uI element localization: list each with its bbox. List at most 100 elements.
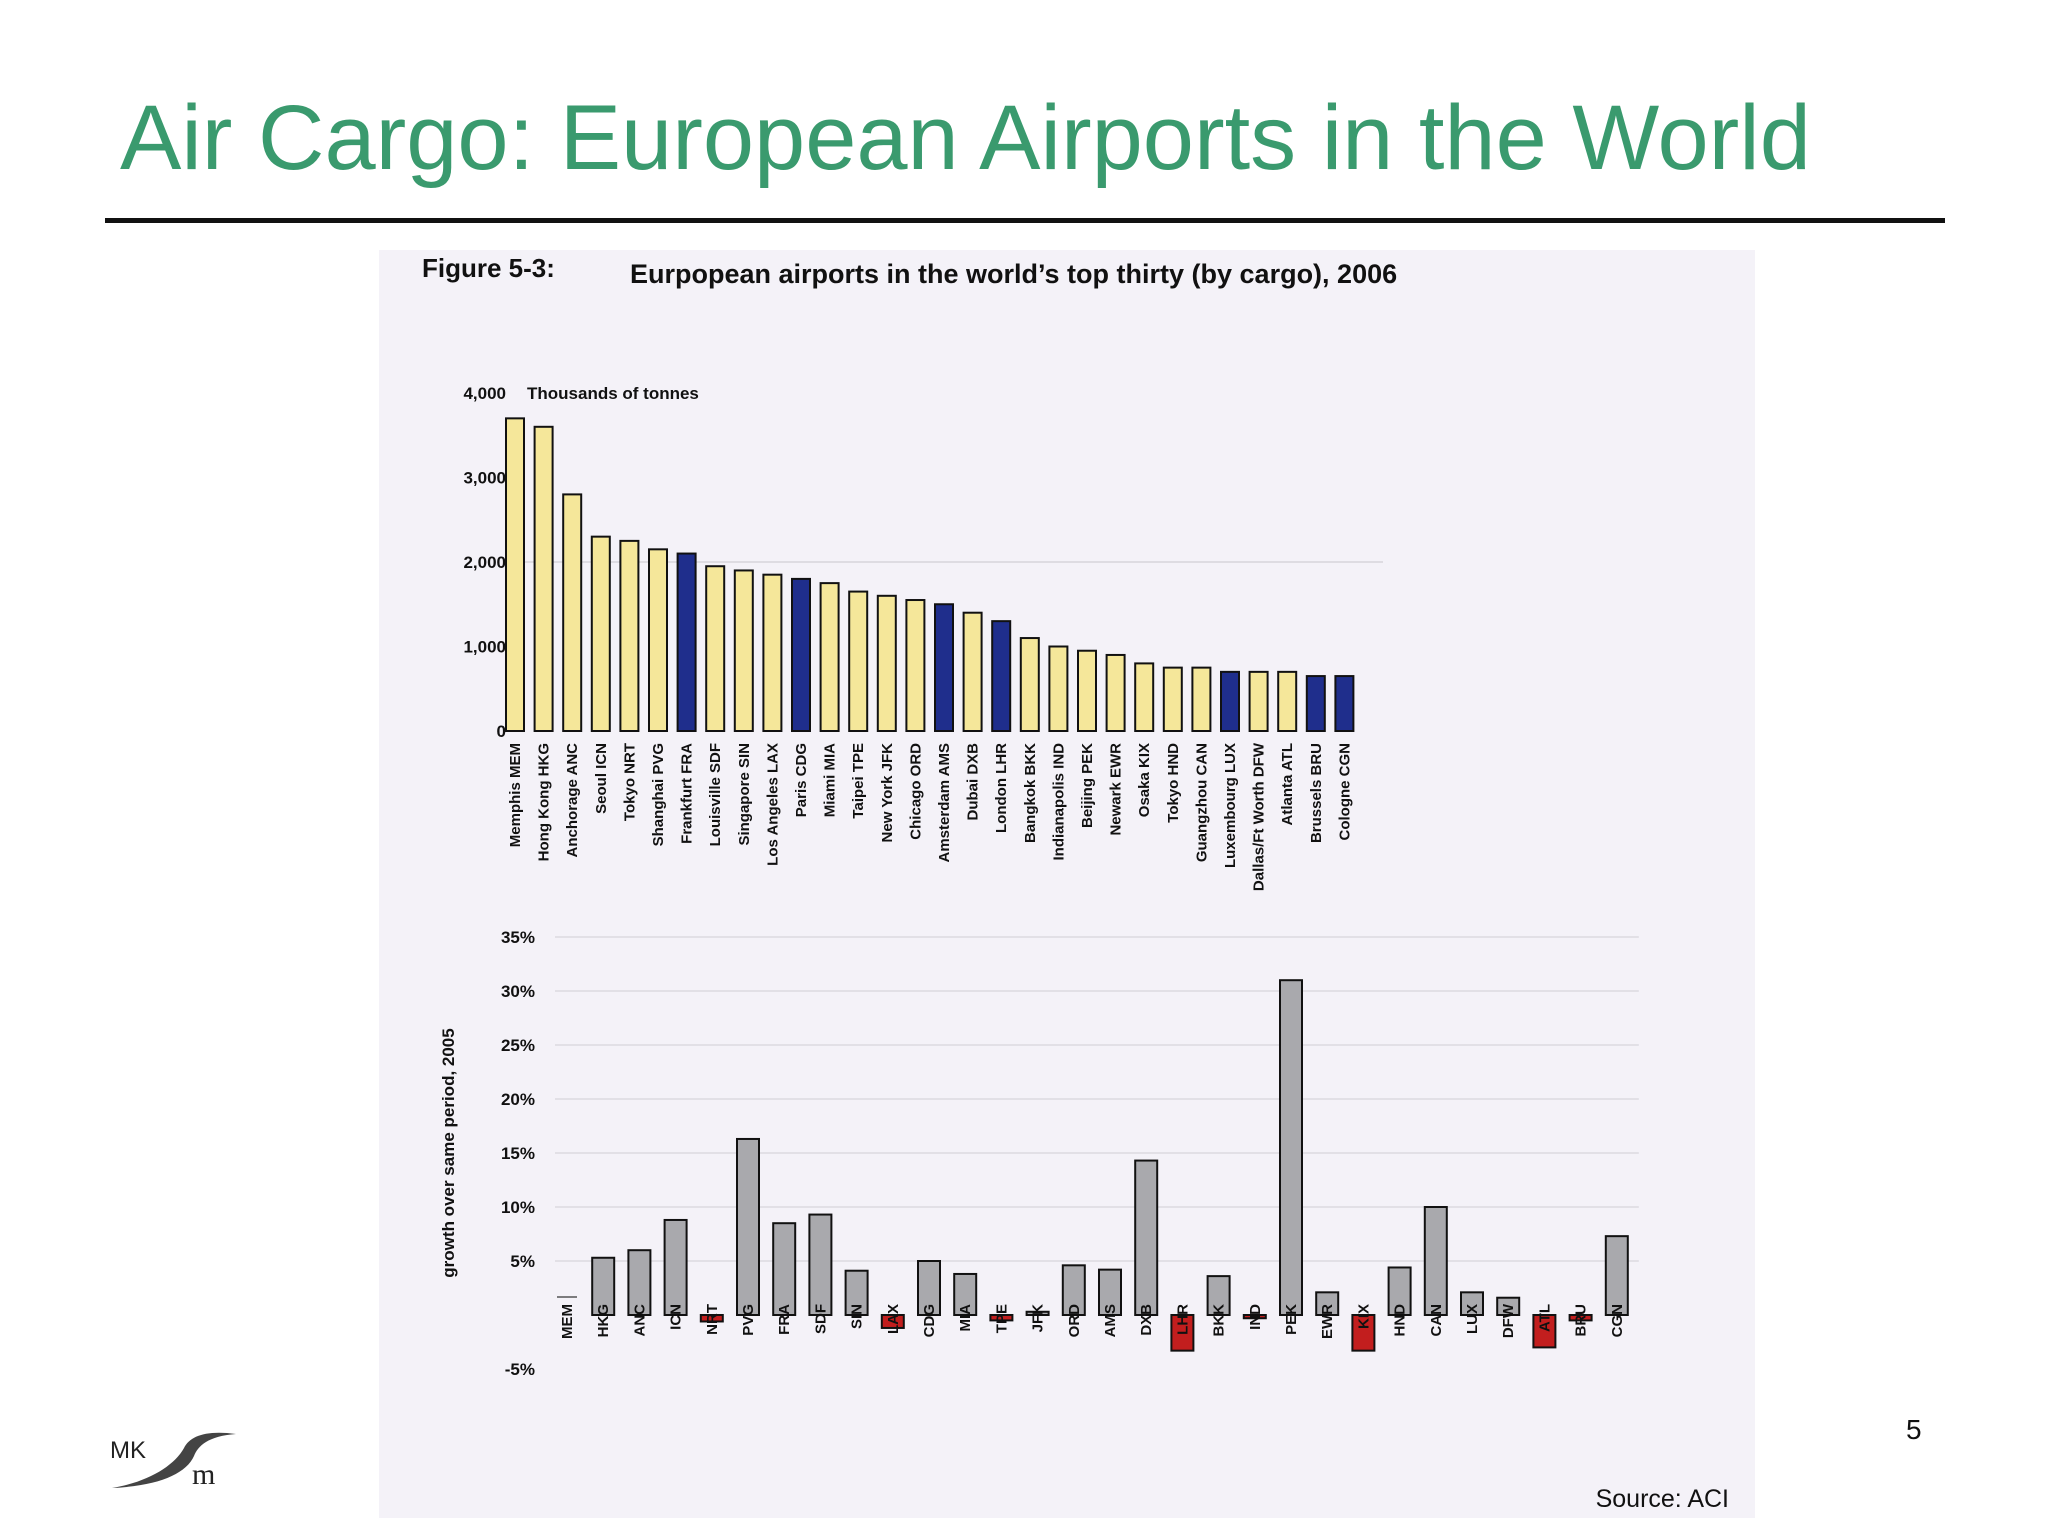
- x-category-label: Singapore SIN: [736, 743, 753, 846]
- y-tick-label: 20%: [501, 1090, 535, 1109]
- x-category-label: HKG: [595, 1304, 612, 1337]
- cargo-bar: [1248, 670, 1269, 733]
- growth-bar: [1242, 1314, 1267, 1320]
- x-category-label: Seoul ICN: [593, 743, 610, 814]
- cargo-bar: [876, 594, 897, 732]
- growth-bar: [1170, 1314, 1195, 1352]
- growth-bar: [808, 1213, 833, 1316]
- y-tick-label: 15%: [501, 1144, 535, 1163]
- growth-bar: [772, 1222, 797, 1317]
- x-category-label: KIX: [1355, 1304, 1372, 1329]
- growth-bar: [736, 1137, 760, 1317]
- growth-bar: [663, 1218, 688, 1317]
- x-category-label: New York JFK: [879, 743, 896, 843]
- x-category-label: Paris CDG: [793, 743, 810, 817]
- cargo-bar: [562, 493, 583, 732]
- x-category-label: MIA: [957, 1304, 974, 1332]
- x-category-label: Chicago ORD: [907, 743, 924, 840]
- x-category-label: Anchorage ANC: [564, 743, 581, 858]
- x-category-label: DXB: [1138, 1304, 1155, 1336]
- x-category-label: Shanghai PVG: [650, 743, 667, 846]
- x-category-label: Luxembourg LUX: [1222, 743, 1239, 868]
- growth-bar: [1134, 1159, 1159, 1316]
- growth-bar: [1279, 979, 1303, 1316]
- cargo-bar: [1191, 666, 1212, 732]
- y-tick-label: 35%: [501, 928, 535, 947]
- slide-title: Air Cargo: European Airports in the Worl…: [120, 87, 1811, 189]
- x-category-label: Los Angeles LAX: [764, 743, 781, 866]
- x-category-label: LUX: [1464, 1304, 1481, 1334]
- source-note: Source: ACI: [1596, 1485, 1729, 1513]
- cargo-bar: [991, 620, 1012, 732]
- page-number: 5: [1906, 1414, 1922, 1445]
- growth-bar: [1532, 1314, 1557, 1349]
- cargo-bar: [848, 590, 869, 733]
- x-category-label: Miami MIA: [822, 743, 839, 817]
- cargo-bar: [962, 611, 983, 733]
- x-category-label: Frankfurt FRA: [679, 743, 696, 844]
- cargo-bar: [590, 535, 611, 732]
- svg-text:m: m: [192, 1458, 215, 1491]
- x-category-label: Indianapolis IND: [1050, 743, 1067, 861]
- cargo-bar: [705, 565, 726, 732]
- growth-bar: [1496, 1296, 1521, 1316]
- x-category-label: Hong Kong HKG: [536, 743, 553, 861]
- x-category-label: Beijing PEK: [1079, 743, 1096, 828]
- x-category-label: Memphis MEM: [507, 743, 524, 847]
- company-logo: MK m: [110, 1432, 236, 1491]
- x-category-label: SIN: [849, 1304, 866, 1329]
- figure-svg: Figure 5-3: Eurpopean airports in the wo…: [422, 253, 1729, 1513]
- x-category-label: FRA: [776, 1304, 793, 1335]
- x-category-label: Brussels BRU: [1308, 743, 1325, 843]
- figure-label: Figure 5-3:: [422, 253, 555, 283]
- x-category-label: SDF: [812, 1304, 829, 1334]
- x-category-label: Atlanta ATL: [1279, 743, 1296, 826]
- x-category-label: CGN: [1609, 1304, 1626, 1337]
- growth-bar: [989, 1314, 1014, 1322]
- cargo-volume-chart: 0 1,000 2,000 3,000 4,000 Thousands of tonnes…: [463, 384, 1383, 891]
- y-tick-label: 1,000: [463, 638, 506, 657]
- cargo-bar: [791, 577, 811, 732]
- x-category-label: NRT: [704, 1304, 721, 1335]
- cargo-bar: [1220, 670, 1240, 733]
- growth-bar: [627, 1249, 652, 1317]
- x-category-label: TPE: [993, 1304, 1010, 1333]
- title-divider: [105, 218, 1945, 223]
- x-category-label: LHR: [1174, 1304, 1191, 1335]
- x-category-label: IND: [1247, 1304, 1264, 1330]
- x-category-label: LAX: [885, 1304, 902, 1334]
- x-category-label: ANC: [631, 1304, 648, 1337]
- cargo-bar: [819, 582, 840, 732]
- cargo-bar: [676, 552, 697, 732]
- growth-bar: [917, 1260, 941, 1316]
- x-category-label: HND: [1392, 1304, 1409, 1337]
- x-category-label: CDG: [921, 1304, 938, 1337]
- growth-bar: [1387, 1266, 1412, 1316]
- x-category-label: PEK: [1283, 1304, 1300, 1335]
- y-tick-label: 0: [497, 722, 506, 741]
- cargo-bar: [533, 425, 554, 733]
- cargo-bar: [733, 569, 754, 733]
- figure-panel: Figure 5-3: Eurpopean airports in the wo…: [379, 250, 1755, 1518]
- cargo-bar: [1334, 675, 1355, 733]
- x-category-label: PVG: [740, 1304, 757, 1336]
- cargo-bar: [1048, 645, 1069, 732]
- cargo-bar: [762, 573, 783, 732]
- svg-text:MK: MK: [110, 1437, 146, 1464]
- growth-bar: [880, 1314, 905, 1329]
- cargo-bar: [505, 417, 525, 732]
- cargo-bar: [1134, 662, 1155, 732]
- cargo-bar: [619, 539, 640, 732]
- y-tick-label: 10%: [501, 1198, 535, 1217]
- growth-bar: [1098, 1268, 1122, 1317]
- y-tick-label: 4,000: [463, 384, 506, 403]
- growth-bar: [1315, 1291, 1340, 1316]
- cargo-bar: [1019, 637, 1040, 732]
- x-category-label: Osaka KIX: [1136, 743, 1153, 817]
- cargo-bar: [1305, 675, 1326, 733]
- x-category-label: ORD: [1066, 1304, 1083, 1338]
- cargo-bar: [1077, 649, 1097, 733]
- x-category-label: DFW: [1500, 1303, 1517, 1338]
- y-tick-label: 5%: [510, 1252, 535, 1271]
- cargo-bar: [1277, 670, 1298, 733]
